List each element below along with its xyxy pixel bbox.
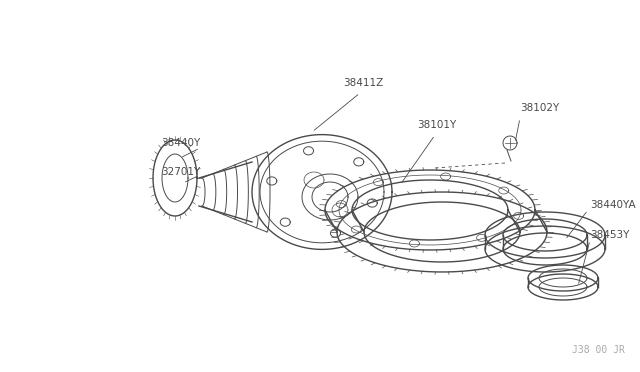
Text: 38453Y: 38453Y xyxy=(590,230,629,240)
Text: 38102Y: 38102Y xyxy=(520,103,559,113)
Text: 38411Z: 38411Z xyxy=(343,78,383,88)
Text: 38440Y: 38440Y xyxy=(161,138,200,148)
Text: 32701Y: 32701Y xyxy=(161,167,200,177)
Text: 38440YA: 38440YA xyxy=(590,200,636,210)
Text: J38 00 JR: J38 00 JR xyxy=(572,345,625,355)
Text: 38101Y: 38101Y xyxy=(417,120,456,130)
